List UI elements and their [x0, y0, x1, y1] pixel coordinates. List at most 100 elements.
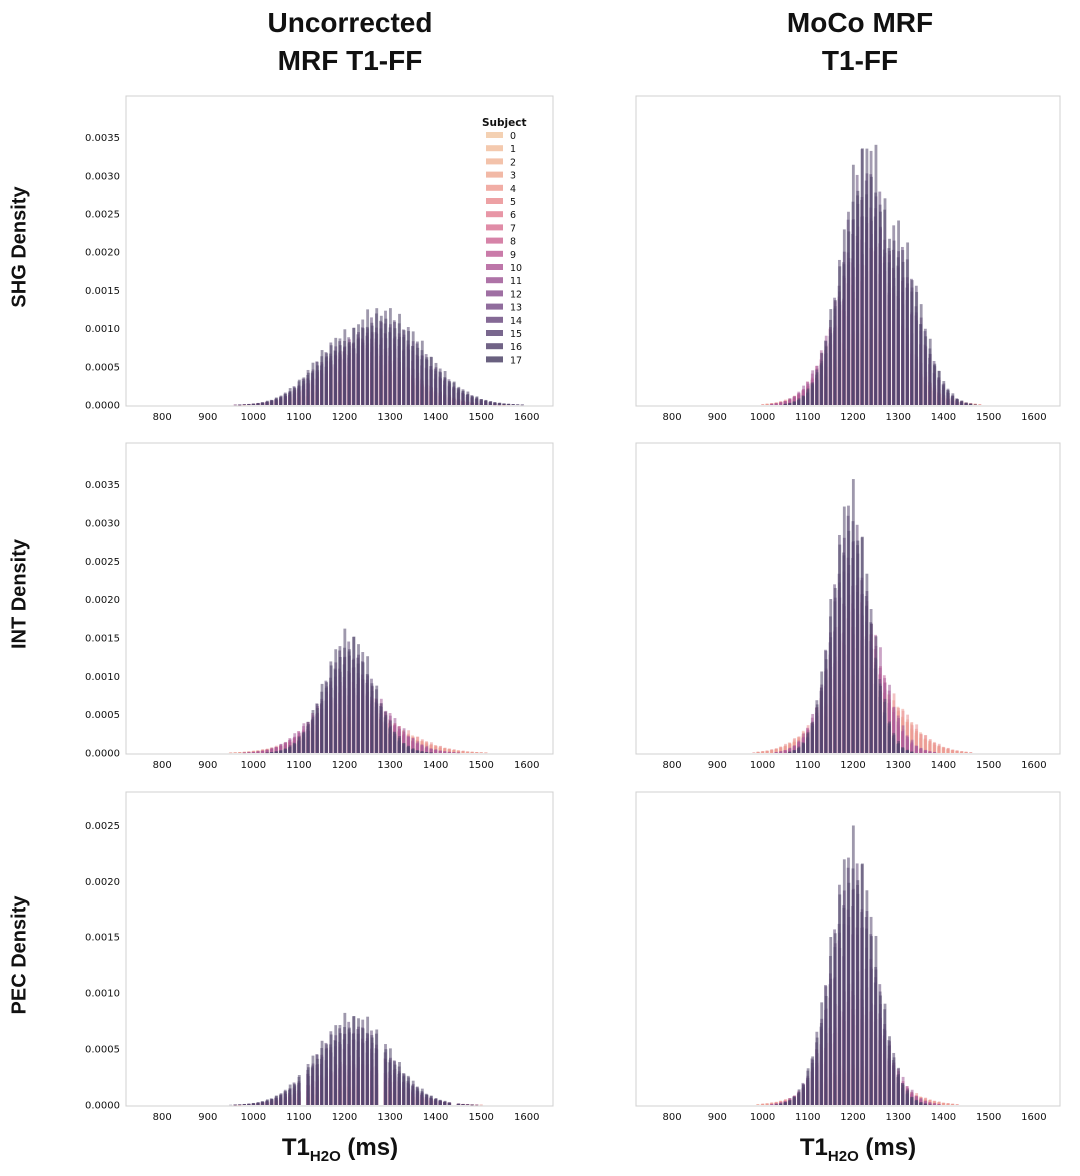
legend-label: 2	[510, 157, 516, 168]
histogram-bar	[779, 1103, 783, 1105]
histogram-bar	[288, 388, 292, 405]
histogram-bar	[883, 1003, 887, 1105]
histogram-bar	[847, 530, 851, 753]
histogram-bar	[770, 1102, 774, 1105]
histogram-bar	[946, 390, 950, 405]
histogram-bar	[797, 746, 801, 753]
y-tick-label: 0.0000	[85, 401, 120, 412]
histogram-bar	[238, 752, 242, 753]
histogram-bar	[393, 328, 397, 405]
y-tick-label: 0.0010	[85, 672, 120, 683]
histogram-bar	[229, 1104, 232, 1106]
histogram-bar	[838, 266, 842, 405]
histogram-bar	[888, 721, 891, 753]
histogram-bar	[247, 1103, 251, 1105]
histogram-bar	[297, 379, 301, 405]
histogram-bar	[311, 1055, 315, 1105]
histogram-bar	[806, 1068, 810, 1105]
histogram-bar	[910, 725, 914, 753]
histogram-bar	[784, 743, 787, 753]
column-title-uncorrected-line1: Uncorrected	[267, 7, 433, 38]
histogram-bar	[969, 752, 973, 753]
chart-panel-3: 800 900 1000 1100 1200 1300 1400 1500 1600	[635, 442, 1061, 771]
histogram-bar	[870, 623, 873, 753]
histogram-bar	[806, 388, 810, 405]
column-title-moco-line2: T1-FF	[821, 45, 899, 76]
legend-swatch	[486, 184, 503, 191]
histogram-bar	[302, 377, 306, 405]
histogram-bar	[897, 220, 900, 405]
x-tick-label: 1000	[750, 412, 775, 423]
histogram-bar	[965, 402, 968, 405]
histogram-bar	[806, 732, 810, 753]
x-tick-label: 800	[153, 412, 172, 423]
legend-label: 17	[510, 355, 522, 366]
histogram-bar	[870, 176, 873, 405]
histogram-bar	[334, 337, 338, 405]
histogram-bar	[375, 308, 379, 405]
x-tick-label: 800	[153, 1112, 172, 1123]
histogram-bar	[856, 540, 860, 753]
x-tick-label: 800	[663, 412, 682, 423]
histogram-bar	[461, 1104, 465, 1105]
x-tick-label: 1600	[514, 760, 539, 771]
histogram-bar	[265, 1099, 269, 1105]
x-tick-label: 800	[663, 1112, 682, 1123]
x-tick-label: 900	[708, 412, 727, 423]
histogram-bar	[883, 698, 887, 753]
histogram-bar	[815, 704, 819, 753]
histogram-bar	[343, 1012, 347, 1105]
histogram-bar	[969, 403, 973, 405]
histogram-bar	[480, 399, 483, 405]
y-tick-label: 0.0025	[85, 821, 120, 832]
histogram-bar	[270, 747, 274, 753]
y-tick-label: 0.0015	[85, 634, 120, 645]
histogram-bar	[316, 707, 319, 753]
y-tick-label: 0.0035	[85, 480, 120, 491]
legend-swatch	[486, 211, 503, 218]
histogram-bar	[402, 330, 406, 405]
histogram-bar	[393, 733, 397, 753]
histogram-bar	[270, 752, 274, 753]
histogram-bar	[770, 1103, 774, 1105]
x-tick-label: 1300	[377, 760, 402, 771]
histogram-bar	[302, 731, 306, 753]
legend-label: 16	[510, 342, 522, 353]
histogram-bar	[430, 752, 433, 753]
x-tick-label: 1100	[795, 760, 820, 771]
histogram-bar	[924, 735, 928, 753]
histogram-bar	[243, 1103, 247, 1105]
histogram-bar	[756, 751, 760, 753]
histogram-bar	[352, 636, 356, 753]
y-tick-label: 0.0000	[85, 1101, 120, 1112]
histogram-bar	[425, 1094, 429, 1105]
histogram-bar	[379, 703, 383, 753]
histogram-bar	[434, 1097, 438, 1105]
histogram-bar	[352, 1016, 356, 1105]
legend-swatch	[486, 290, 503, 297]
histogram-bar	[784, 1102, 787, 1105]
histogram-bar	[766, 1103, 769, 1105]
histogram-bar	[420, 340, 424, 405]
x-tick-label: 1400	[423, 412, 448, 423]
histogram-bar	[752, 752, 756, 753]
x-tick-label: 1000	[750, 1112, 775, 1123]
histogram-bar	[838, 894, 842, 1105]
histogram-bar	[279, 750, 283, 753]
histogram-bar	[770, 403, 774, 405]
histogram-bar	[933, 751, 937, 753]
histogram-bar	[416, 750, 420, 753]
histogram-bar	[334, 649, 338, 753]
histogram-bar	[847, 231, 851, 405]
x-tick-label: 1600	[1021, 760, 1046, 771]
legend-label: 13	[510, 303, 522, 314]
histogram-bar	[320, 350, 324, 405]
histogram-bar	[252, 751, 256, 753]
histogram-bar	[793, 396, 796, 405]
column-title-uncorrected-line2: MRF T1-FF	[277, 45, 423, 76]
column-title-moco-line1: MoCo MRF	[786, 7, 934, 38]
chart-panel-2: 0.00000.00050.00100.00150.00200.00250.00…	[85, 442, 554, 771]
histogram-bar	[879, 211, 882, 405]
x-tick-label: 900	[198, 760, 217, 771]
histogram-bar	[824, 996, 828, 1105]
